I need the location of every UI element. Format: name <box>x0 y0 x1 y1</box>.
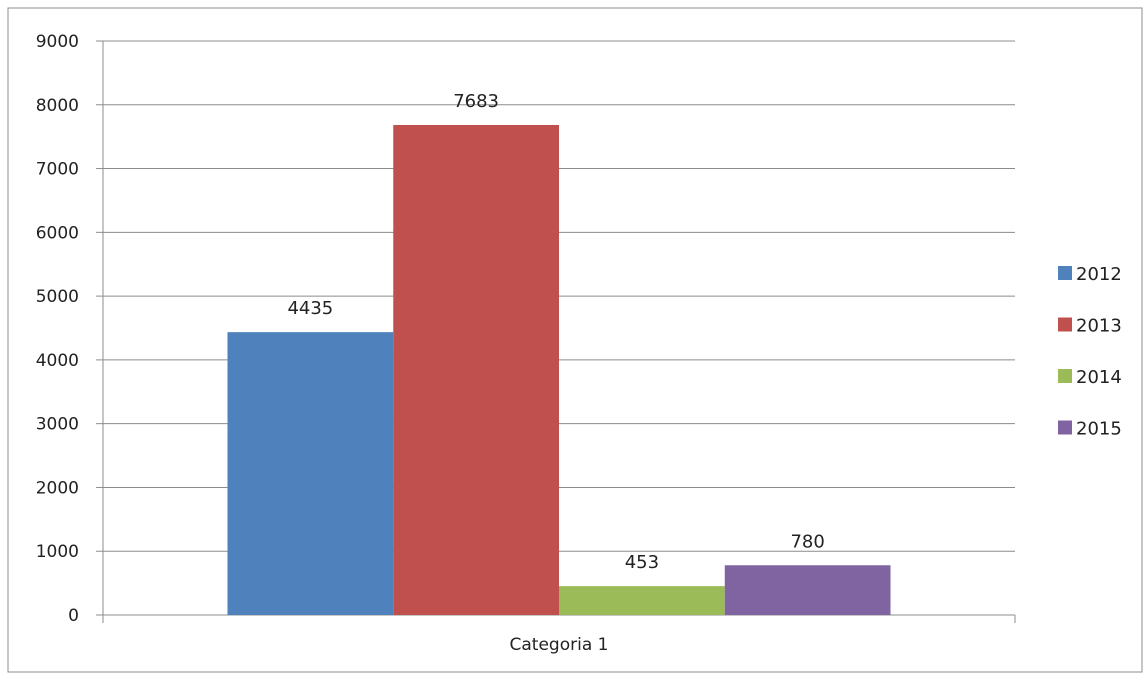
bar-2014 <box>559 586 725 615</box>
data-label-2015: 780 <box>790 531 824 552</box>
y-tick-label: 4000 <box>36 351 79 371</box>
legend-swatch-2013 <box>1058 317 1072 332</box>
legend-label-2012: 2012 <box>1076 264 1122 285</box>
bars <box>227 124 891 615</box>
y-tick-label: 8000 <box>36 96 79 116</box>
legend-label-2015: 2015 <box>1076 419 1122 440</box>
bar-2012 <box>227 332 394 615</box>
legend-swatch-2015 <box>1058 420 1072 435</box>
legend: 2012 2013 2014 2015 <box>1058 264 1122 440</box>
chart-border <box>7 7 1143 673</box>
y-tick-label: 5000 <box>36 287 79 307</box>
data-label-2014: 453 <box>625 552 659 573</box>
legend-label-2013: 2013 <box>1076 316 1122 337</box>
axes: 0 1000 2000 3000 4000 5000 6000 7000 8000 9000 Cat… <box>36 32 1016 655</box>
bar-2013 <box>393 124 559 615</box>
y-tick-label: 2000 <box>36 478 79 498</box>
y-tick-label: 3000 <box>36 415 79 435</box>
data-label-2013: 7683 <box>453 91 499 112</box>
legend-swatch-2012 <box>1058 266 1072 280</box>
y-tick-label: 6000 <box>36 223 79 243</box>
y-tick-label: 7000 <box>36 160 79 180</box>
legend-swatch-2014 <box>1058 369 1072 383</box>
y-tick-label: 0 <box>68 606 79 626</box>
x-category-label: Categoria 1 <box>510 635 609 655</box>
bar-2015 <box>724 565 891 615</box>
data-label-2012: 4435 <box>287 298 333 319</box>
y-tick-label: 1000 <box>36 542 79 562</box>
y-tick-label: 9000 <box>36 32 79 52</box>
legend-label-2014: 2014 <box>1076 367 1122 388</box>
data-labels: 4435 7683 453 780 <box>287 91 824 573</box>
